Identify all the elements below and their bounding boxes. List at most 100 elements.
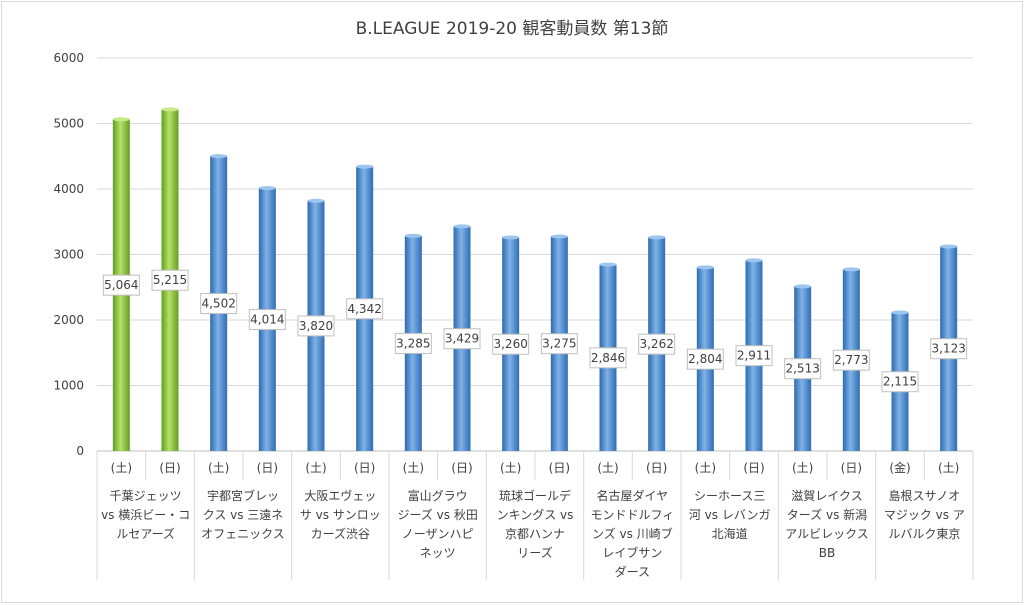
data-label: 3,285 — [396, 336, 430, 350]
game-label: 河 vs レバンガ — [689, 508, 771, 522]
game-label: ルセアーズ — [116, 526, 175, 541]
data-label-box — [735, 345, 773, 367]
y-tick-label: 0 — [76, 444, 84, 458]
game-label: カーズ渋谷 — [311, 526, 370, 541]
chart-title: B.LEAGUE 2019-20 観客動員数 第13節 — [355, 19, 669, 39]
bar-cap — [891, 310, 909, 315]
game-label: クス vs 三遠ネ — [203, 508, 284, 522]
data-label-box — [686, 348, 724, 370]
game-label: マジック vs ア — [884, 508, 965, 522]
day-label: (土) — [305, 461, 326, 475]
day-label: (土) — [500, 461, 521, 475]
bar-cap — [112, 117, 130, 122]
bar-cap — [696, 265, 714, 270]
bar-cap — [161, 107, 179, 112]
game-label: シーホース三 — [694, 489, 765, 503]
data-label-box — [784, 358, 822, 380]
bar-cap — [356, 164, 374, 169]
data-label: 3,429 — [445, 332, 479, 346]
bar-cap — [404, 233, 422, 238]
data-label: 4,014 — [250, 313, 284, 327]
data-label: 3,275 — [542, 337, 576, 351]
day-label: (土) — [111, 461, 132, 475]
data-label-box — [151, 269, 189, 291]
data-label: 5,064 — [104, 278, 138, 292]
day-label: (日) — [257, 461, 278, 475]
game-label: 滋賀レイクス — [791, 489, 862, 503]
day-label: (日) — [451, 461, 472, 475]
game-label: モンドドルフィ — [590, 508, 674, 522]
day-label: (日) — [354, 461, 375, 475]
data-label: 2,773 — [834, 353, 868, 367]
y-tick-label: 2000 — [53, 313, 84, 327]
game-label: BB — [819, 546, 835, 560]
bar-cap — [502, 235, 520, 240]
data-label: 2,115 — [883, 375, 917, 389]
bar-cap — [648, 235, 666, 240]
game-label: ダース — [615, 564, 650, 579]
bar-cap — [599, 262, 617, 267]
data-label: 3,262 — [639, 337, 673, 351]
bar-cap — [550, 234, 568, 239]
data-label: 3,123 — [931, 342, 965, 356]
game-label: オフェニックス — [201, 527, 285, 541]
game-label: vs 横浜ビー・コ — [101, 508, 190, 522]
game-label: 琉球ゴールデ — [499, 488, 571, 503]
day-label: (日) — [841, 461, 862, 475]
game-label: 京都ハンナ — [505, 527, 565, 541]
game-label: ネッツ — [420, 546, 456, 560]
game-label: 宇都宮ブレッ — [207, 488, 279, 503]
data-label: 3,260 — [493, 337, 527, 351]
data-label-box — [492, 333, 530, 355]
bar-cap — [842, 267, 860, 272]
day-label: (日) — [743, 461, 764, 475]
data-label-box — [102, 274, 140, 296]
day-label: (日) — [646, 461, 667, 475]
data-label-box — [540, 333, 578, 355]
data-label: 2,804 — [688, 352, 722, 366]
bar-cap — [745, 258, 763, 263]
data-label: 2,846 — [591, 351, 625, 365]
game-label: サ vs サンロッ — [300, 508, 381, 522]
data-label-box — [589, 347, 627, 369]
game-label: ルバルク東京 — [888, 527, 960, 541]
day-label: (土) — [403, 461, 424, 475]
bar-cap — [453, 224, 471, 229]
bar-cap — [258, 186, 276, 191]
data-label: 3,820 — [299, 319, 333, 333]
game-label: 大阪エヴェッ — [304, 488, 376, 503]
game-label: 島根スサノオ — [888, 488, 960, 503]
bar-cap — [940, 244, 958, 249]
game-label: 富山グラウ — [408, 488, 468, 503]
data-label-box — [346, 298, 384, 320]
game-label: 北海道 — [712, 526, 748, 541]
game-label: アルビレックス — [785, 527, 869, 541]
bar-cap — [794, 284, 812, 289]
day-label: (土) — [208, 461, 229, 475]
data-label: 2,911 — [737, 349, 771, 363]
day-label: (金) — [889, 460, 910, 475]
bar-cap — [210, 154, 228, 159]
y-tick-label: 4000 — [53, 182, 84, 196]
day-label: (日) — [159, 461, 180, 475]
data-label: 4,502 — [201, 297, 235, 311]
day-label: (土) — [597, 461, 618, 475]
y-tick-label: 1000 — [53, 379, 84, 393]
y-tick-label: 5000 — [53, 117, 84, 131]
data-label: 2,513 — [785, 362, 819, 376]
data-label-box — [248, 309, 286, 331]
game-label: ジーズ vs 秋田 — [397, 507, 477, 522]
y-tick-label: 6000 — [53, 51, 84, 65]
game-label: レイブサン — [602, 545, 662, 560]
game-label: ノーザンハピ — [402, 527, 474, 541]
day-label: (土) — [938, 461, 959, 475]
data-label-box — [881, 371, 919, 393]
data-label-box — [200, 293, 238, 315]
game-label: ンキングス vs — [497, 508, 574, 522]
data-label-box — [832, 349, 870, 371]
bar-cap — [307, 198, 325, 203]
game-label: ンズ vs 川崎ブ — [592, 526, 673, 541]
y-tick-label: 3000 — [53, 248, 84, 262]
data-label-box — [930, 338, 968, 360]
